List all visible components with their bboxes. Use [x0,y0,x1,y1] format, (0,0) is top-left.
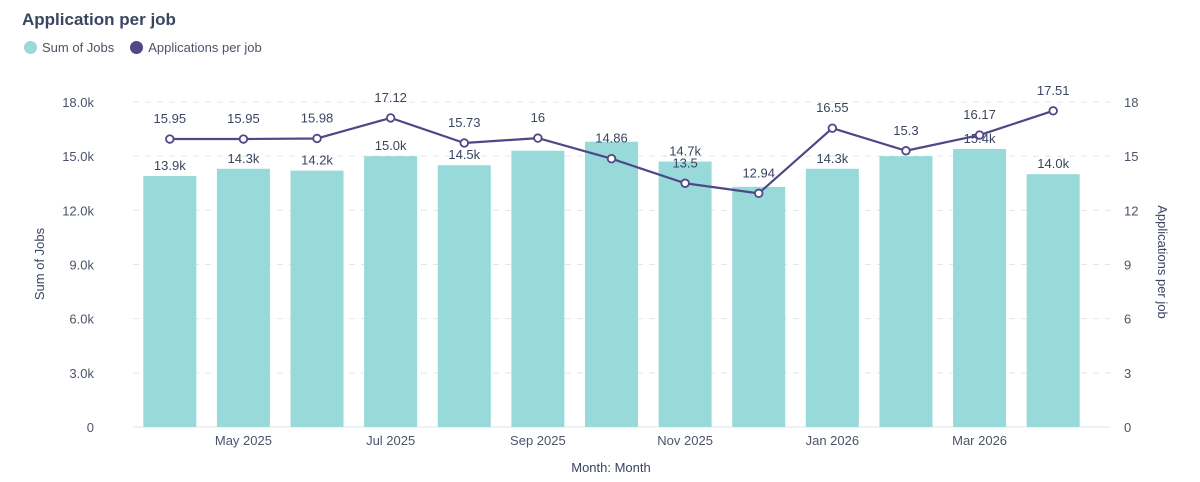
y-right-axis-title: Applications per job [1155,205,1170,318]
line-point[interactable] [459,138,469,148]
y-right-tick-label: 12 [1124,203,1138,218]
legend-swatch-line [130,41,144,54]
y-right-tick-label: 9 [1124,258,1131,273]
y-left-tick-label: 15.0k [62,149,94,164]
line-point[interactable] [533,133,543,143]
bar[interactable] [1026,174,1080,427]
y-right-tick-label: 18 [1124,95,1138,110]
line-point[interactable] [754,188,764,199]
line-value-label: 13.5 [672,155,697,170]
x-tick-label: Jul 2025 [366,433,415,448]
bar-value-label: 15.0k [375,138,407,153]
x-axis-title: Month: Month [571,460,651,475]
y-left-tick-label: 6.0k [69,312,94,327]
line-value-label: 12.94 [742,165,775,180]
x-tick-label: May 2025 [215,433,272,448]
line-value-label: 17.51 [1037,83,1070,98]
line-value-label: 14.86 [595,131,628,146]
bar[interactable] [879,156,933,427]
bar[interactable] [585,141,638,427]
y-right-tick-label: 6 [1124,312,1131,327]
bar-value-label: 14.2k [301,153,333,168]
line-point[interactable] [680,178,690,188]
legend-label-sum-of-jobs: Sum of Jobs [42,40,115,55]
bar[interactable] [364,156,418,427]
legend-item-applications-per-job[interactable]: Applications per job [130,40,262,55]
bar[interactable] [143,176,197,427]
legend-item-sum-of-jobs[interactable]: Sum of Jobs [24,40,114,55]
y-right-tick-label: 3 [1124,366,1131,381]
bar[interactable] [658,161,712,428]
bar-value-label: 14.7k [669,144,701,159]
y-left-tick-label: 12.0k [62,203,94,218]
line-value-label: 15.3 [893,123,918,138]
line-point[interactable] [974,130,985,140]
line-value-label: 16.55 [816,100,849,115]
y-right-tick-label: 15 [1124,149,1138,164]
legend-label-applications-per-job: Applications per job [148,40,262,55]
bar-value-label: 14.3k [228,151,260,166]
line-value-label: 15.95 [154,111,187,126]
x-tick-label: Mar 2026 [952,433,1007,448]
bar[interactable] [290,170,344,427]
y-left-tick-label: 3.0k [69,366,94,381]
y-left-axis-title: Sum of Jobs [32,227,47,300]
line-value-label: 16.17 [963,107,996,122]
bar-value-label: 14.0k [1037,156,1069,171]
line-point[interactable] [312,133,322,144]
bar-value-label: 14.3k [816,151,848,166]
bar[interactable] [732,186,786,427]
line-value-label: 15.95 [227,111,260,126]
line-point[interactable] [606,153,617,164]
line-point[interactable] [1048,106,1058,116]
bar[interactable] [953,148,1007,427]
bar-value-label: 13.9k [154,158,186,173]
line-value-label: 17.12 [374,90,407,105]
line-point[interactable] [827,123,838,133]
x-tick-label: Nov 2025 [657,433,713,448]
legend-swatch-bar [24,41,37,54]
line-point[interactable] [165,134,175,144]
bar[interactable] [216,168,270,428]
y-left-tick-label: 18.0k [62,95,94,110]
x-tick-label: Sep 2025 [510,433,566,448]
y-left-tick-label: 0 [87,420,94,435]
line-point[interactable] [901,146,911,156]
line-point[interactable] [238,134,249,144]
y-left-tick-label: 9.0k [69,258,94,273]
line-point[interactable] [385,113,396,123]
line-value-label: 15.73 [448,115,481,130]
bar[interactable] [437,165,491,427]
y-right-tick-label: 0 [1124,420,1131,435]
x-tick-label: Jan 2026 [806,433,860,448]
bar-value-label: 14.5k [448,147,480,162]
chart-title: Application per job [22,10,176,29]
bar[interactable] [805,168,859,428]
bar[interactable] [511,150,565,427]
line-value-label: 15.98 [301,110,334,125]
line-value-label: 16 [531,110,545,125]
legend: Sum of Jobs Applications per job [24,40,262,55]
